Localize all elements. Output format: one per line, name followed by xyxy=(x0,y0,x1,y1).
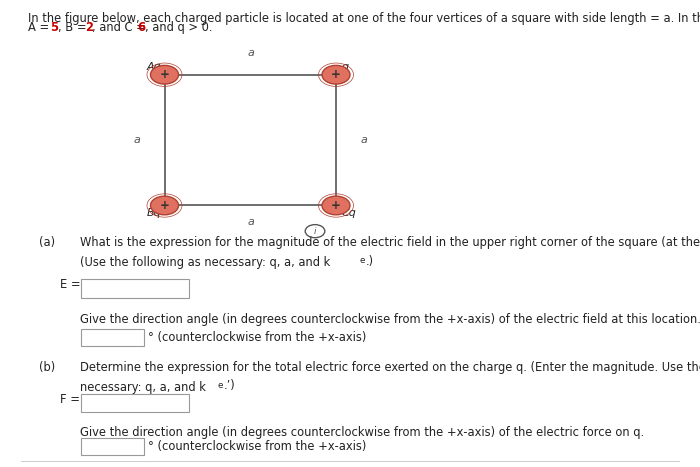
Text: E =: E = xyxy=(60,278,80,291)
Text: (a): (a) xyxy=(38,236,55,249)
Text: q: q xyxy=(342,63,349,72)
FancyBboxPatch shape xyxy=(80,394,189,412)
Text: Give the direction angle (in degrees counterclockwise from the +x-axis) of the e: Give the direction angle (in degrees cou… xyxy=(80,313,700,326)
Text: 2: 2 xyxy=(85,21,92,34)
Text: Determine the expression for the total electric force exerted on the charge q. (: Determine the expression for the total e… xyxy=(80,361,700,374)
Text: a: a xyxy=(247,49,254,58)
Circle shape xyxy=(322,196,350,215)
FancyBboxPatch shape xyxy=(80,279,189,298)
Text: , B =: , B = xyxy=(58,21,90,34)
Text: .): .) xyxy=(365,255,374,268)
Text: F =: F = xyxy=(60,393,80,406)
Text: 5: 5 xyxy=(50,21,58,34)
Text: +: + xyxy=(331,68,341,81)
Text: ° (counterclockwise from the +x-axis): ° (counterclockwise from the +x-axis) xyxy=(148,331,367,344)
Circle shape xyxy=(150,196,178,215)
Text: a: a xyxy=(247,217,254,227)
Text: A =: A = xyxy=(28,21,53,34)
Text: e: e xyxy=(359,256,365,265)
Text: Give the direction angle (in degrees counterclockwise from the +x-axis) of the e: Give the direction angle (in degrees cou… xyxy=(80,426,645,439)
Text: Aq: Aq xyxy=(146,63,161,72)
Text: Bq: Bq xyxy=(146,208,161,218)
Text: a: a xyxy=(360,135,368,145)
Text: ° (counterclockwise from the +x-axis): ° (counterclockwise from the +x-axis) xyxy=(148,440,367,453)
Text: e: e xyxy=(217,381,223,390)
Text: +: + xyxy=(160,199,169,212)
Text: necessary: q, a, and k: necessary: q, a, and k xyxy=(80,381,206,394)
Circle shape xyxy=(322,65,350,84)
Bar xyxy=(164,75,336,205)
Text: (b): (b) xyxy=(38,361,55,374)
Text: In the figure below, each charged particle is located at one of the four vertice: In the figure below, each charged partic… xyxy=(28,12,700,25)
FancyBboxPatch shape xyxy=(80,438,144,455)
Text: What is the expression for the magnitude of the electric field in the upper righ: What is the expression for the magnitude… xyxy=(80,236,700,249)
Text: 6: 6 xyxy=(137,21,146,34)
Text: .’): .’) xyxy=(223,379,235,392)
Circle shape xyxy=(150,65,178,84)
Text: , and q > 0.: , and q > 0. xyxy=(145,21,212,34)
Text: (Use the following as necessary: q, a, and k: (Use the following as necessary: q, a, a… xyxy=(80,256,330,269)
Text: i: i xyxy=(314,226,316,236)
Text: Cq: Cq xyxy=(342,208,356,218)
FancyBboxPatch shape xyxy=(80,329,144,346)
Text: , and C =: , and C = xyxy=(92,21,150,34)
Text: a: a xyxy=(133,135,140,145)
Text: +: + xyxy=(331,199,341,212)
Text: +: + xyxy=(160,68,169,81)
